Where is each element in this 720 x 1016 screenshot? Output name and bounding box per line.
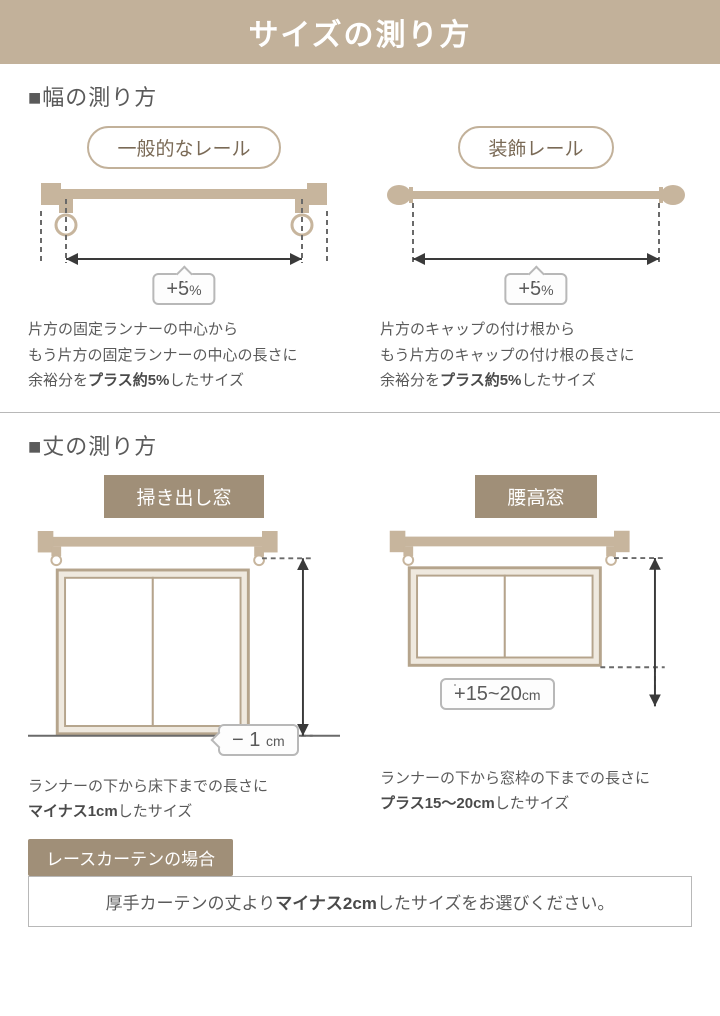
decorative-rail-desc: 片方のキャップの付け根からもう片方のキャップの付け根の長さに余裕分をプラス約5%… [380,317,692,394]
floor-window-figure: − 1 cm [28,528,340,768]
badge-prefix: + [454,683,466,705]
height-section: ■丈の測り方 掃き出し窓 [0,413,720,825]
badge-unit: % [189,282,201,298]
standard-plus5-badge: +5% [152,273,215,305]
standard-rail-figure: +5% [28,181,340,311]
decorative-rail-label: 装飾レール [458,126,613,169]
lace-curtain-note: 厚手カーテンの丈よりマイナス2cmしたサイズをお選びください。 [28,876,692,927]
badge-unit: cm [522,687,541,703]
floor-window-col: 掃き出し窓 [28,475,340,825]
floor-window-desc: ランナーの下から床下までの長さにマイナス1cmしたサイズ [28,774,340,825]
badge-prefix: + [518,278,530,300]
badge-prefix: − [232,729,244,751]
badge-unit: % [541,282,553,298]
badge-value: 15~20 [466,683,522,705]
waist-window-label: 腰高窓 [475,475,596,518]
waist-window-col: 腰高窓 [380,475,692,825]
floor-minus1-badge: − 1 cm [218,724,299,756]
waist-window-desc: ランナーの下から窓枠の下までの長さにプラス15～20cmしたサイズ [380,766,692,817]
main-title-banner: サイズの測り方 [0,0,720,64]
waist-window-icon [380,528,692,748]
badge-value: 1 [249,729,260,751]
standard-rail-col: 一般的なレール [28,126,340,394]
badge-unit: cm [266,733,285,749]
width-heading: ■幅の測り方 [28,80,692,112]
decorative-rail-col: 装飾レール [380,126,692,394]
lace-curtain-label: レースカーテンの場合 [28,839,233,876]
badge-value: 5 [178,278,189,300]
decorative-rail-figure: +5% [380,181,692,311]
decorative-plus5-badge: +5% [504,273,567,305]
height-heading: ■丈の測り方 [28,429,692,461]
standard-rail-label: 一般的なレール [87,126,280,169]
floor-window-label: 掃き出し窓 [104,475,263,518]
badge-value: 5 [530,278,541,300]
waist-window-figure: +15~20cm [380,528,692,748]
waist-plus1520-badge: +15~20cm [440,678,555,710]
width-section: ■幅の測り方 一般的なレール [0,64,720,394]
badge-prefix: + [166,278,178,300]
standard-rail-desc: 片方の固定ランナーの中心からもう片方の固定ランナーの中心の長さに余裕分をプラス約… [28,317,340,394]
